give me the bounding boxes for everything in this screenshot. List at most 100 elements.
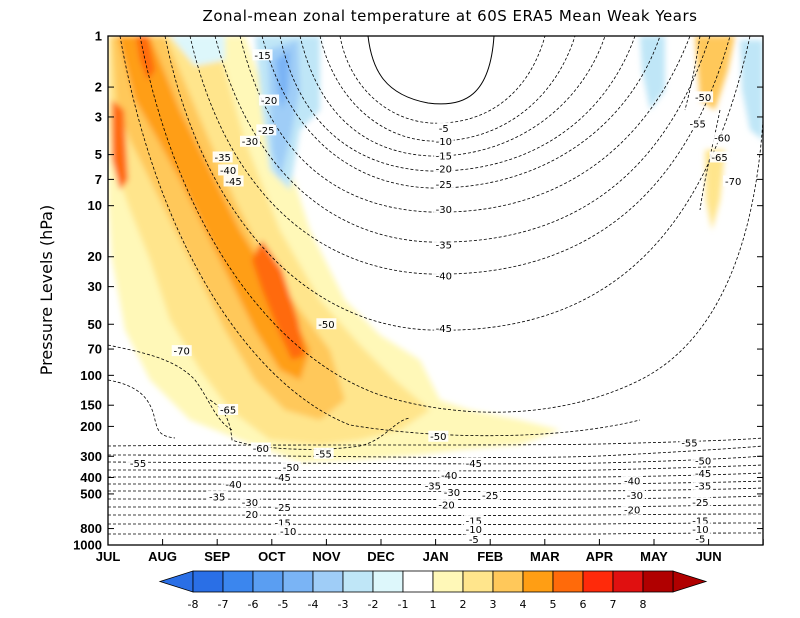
contour-label: -45 [225,177,241,188]
colorbar-label: 1 [430,598,437,611]
contour-label-bg [466,533,481,545]
colorbar-label: -6 [248,598,259,611]
contour-label: -50 [695,457,711,468]
contour-label: -50 [318,320,334,331]
y-tick-label: 2 [95,80,102,95]
contour-label: -60 [253,444,269,455]
colorbar-extend-low [158,570,194,593]
x-tick-label: MAR [530,549,560,564]
contour-label-bg [723,175,744,187]
colorbar-swatch [282,570,314,593]
contour-line [209,399,411,450]
contour-label: -35 [214,153,230,164]
y-tick-label: 20 [88,249,102,264]
shade-region-blue-4 [170,36,225,66]
contour-label: -5 [695,534,705,545]
y-tick-label: 1 [95,29,102,44]
contour-label: -55 [690,119,706,130]
contour-label: -30 [242,137,258,148]
contour-label: -40 [436,272,452,283]
colorbar-swatch [222,570,254,593]
colorbar-swatch [402,570,434,593]
contour-line [164,36,751,331]
y-tick-label: 3 [95,109,102,124]
contour-label-bg [280,461,301,473]
contour-label-bg [693,91,714,103]
contour-label-bg [463,523,484,535]
contour-line [139,36,763,413]
colorbar-label: 7 [610,598,617,611]
colorbar-label: -2 [368,598,379,611]
shade-region-blue-5 [640,36,665,110]
contour-label: -55 [130,459,146,470]
contour-label-bg [256,124,277,136]
contour-label: -65 [711,153,727,164]
contour-label: -70 [174,347,190,358]
y-tick-label: 10 [88,198,102,213]
contour-label-bg [693,480,714,492]
contour-label-bg [436,122,451,134]
contour-label: -20 [242,510,258,521]
x-tick-label: OCT [258,549,286,564]
contour-label-bg [433,163,454,175]
contour-label-bg [480,489,501,501]
contour-label-bg [712,132,733,144]
shade-region-dark-orange-3 [112,100,128,190]
x-tick-label: JUN [696,549,722,564]
colorbar-swatch [522,570,554,593]
x-tick-label: APR [586,549,614,564]
colorbar-swatch [192,570,224,593]
contour-label: -25 [258,126,274,137]
contour-label: -45 [436,324,452,335]
contour-label-bg [693,467,714,479]
contour-label-bg [693,455,714,467]
x-tick-label: JAN [423,549,449,564]
contour-label: -35 [209,492,225,503]
contour-label-bg [624,489,645,501]
colorbar-label: 8 [640,598,647,611]
y-tick-label: 800 [80,521,102,536]
contour-label: -25 [436,180,452,191]
contour-label: -15 [436,152,452,163]
contour-label-bg [439,469,460,481]
contour-line [108,437,763,447]
contour-line [108,379,176,439]
contour-line [214,36,711,243]
x-tick-label: FEB [477,549,503,564]
colorbar: -8 -7 -6 -5 -4 -3 -2 -1 1 2 3 4 5 6 7 8 [158,570,708,611]
y-tick-label: 1000 [73,538,102,553]
contour-label-bg [316,318,337,330]
shade-region-blue-6 [740,40,763,140]
contour-label: -25 [482,491,498,502]
colorbar-label: 4 [520,598,527,611]
colorbar-swatch [252,570,284,593]
contour-label-bg [171,345,192,357]
colorbar-swatch [582,570,614,593]
chart-title: Zonal-mean zonal temperature at 60S ERA5… [203,7,698,25]
contour-label: -20 [438,500,454,511]
contour-label-bg [622,503,643,515]
contour-label: -55 [681,438,697,449]
contour-label-bg [428,430,449,442]
contour-labels: -15-20-25-30-35-40-45-50-70-65-60 -55-5-1… [128,49,744,545]
x-tick-label: DEC [367,549,395,564]
contour-line [108,445,763,458]
contour-label: -50 [430,432,446,443]
colorbar-swatch [552,570,584,593]
colorbar-label: -5 [278,598,289,611]
x-tick-label: MAY [640,549,668,564]
contour-label: -25 [275,503,291,514]
contour-label-bg [278,525,299,537]
contour-label: -5 [439,124,449,135]
contour-label-bg [207,490,228,502]
contour-label-bg [223,478,244,490]
contour-label-bg [433,322,454,334]
contour-line [108,480,763,485]
contour-label-bg [272,471,293,483]
contour-label-bg [463,514,484,526]
contour-label-bg [239,508,260,520]
contour-label: -70 [725,177,741,188]
contour-label: -65 [220,405,236,416]
